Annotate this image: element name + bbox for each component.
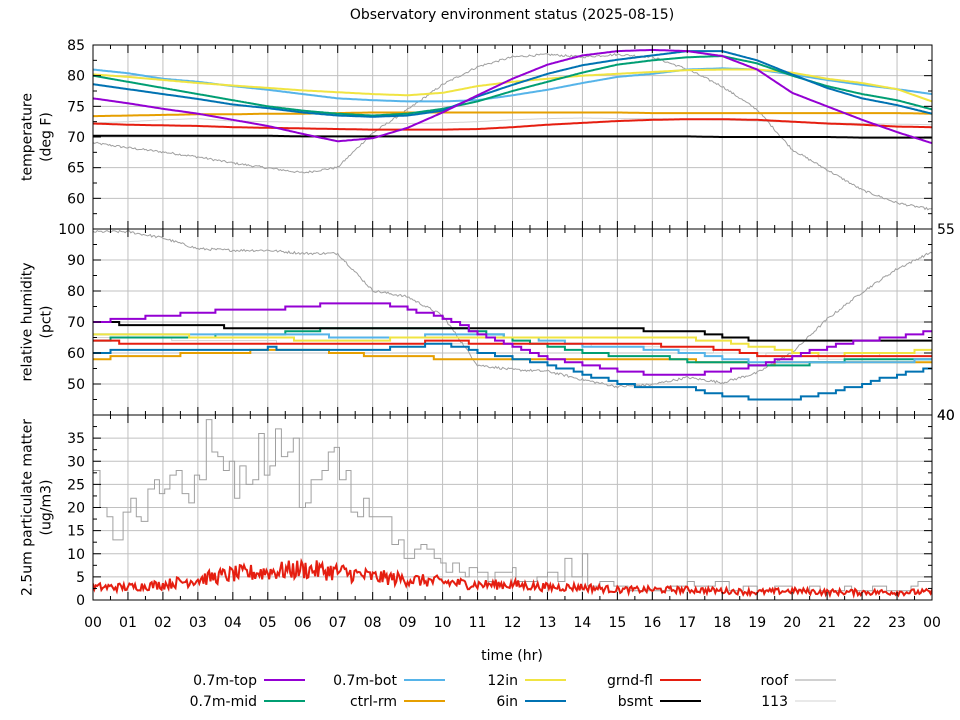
x-tick-label: 11 bbox=[469, 615, 487, 631]
x-tick-label: 21 bbox=[818, 615, 836, 631]
x-tick-label: 07 bbox=[329, 615, 347, 631]
series-line-roof bbox=[93, 419, 932, 592]
y-tick-label: 40 bbox=[937, 408, 955, 424]
legend-label: 0.7m-bot bbox=[333, 673, 397, 689]
series-line-6in bbox=[93, 50, 932, 118]
legend-label: ctrl-rm bbox=[350, 694, 397, 710]
x-tick-label: 18 bbox=[713, 615, 731, 631]
series-line-0.7m-top bbox=[93, 48, 932, 145]
series-line-6in bbox=[93, 342, 932, 401]
y-tick-label: 15 bbox=[67, 524, 85, 540]
y-tick-label: 80 bbox=[67, 284, 85, 300]
y-tick-label: 70 bbox=[67, 130, 85, 146]
x-tick-label: 05 bbox=[259, 615, 277, 631]
y-tick-label: 35 bbox=[67, 431, 85, 447]
legend-label: 0.7m-mid bbox=[190, 694, 257, 710]
series-line-0.7m-top bbox=[93, 302, 932, 376]
x-tick-label: 08 bbox=[364, 615, 382, 631]
x-tick-label: 13 bbox=[539, 615, 557, 631]
x-tick-label: 09 bbox=[399, 615, 417, 631]
x-tick-label: 00 bbox=[84, 615, 102, 631]
chart-title: Observatory environment status (2025-08-… bbox=[350, 7, 674, 23]
x-tick-label: 23 bbox=[888, 615, 906, 631]
y-tick-label: 25 bbox=[67, 477, 85, 493]
x-tick-label: 03 bbox=[189, 615, 207, 631]
x-tick-label: 14 bbox=[574, 615, 592, 631]
y-tick-label: 30 bbox=[67, 454, 85, 470]
legend-label: 12in bbox=[487, 673, 518, 689]
y-axis-label: (ug/m3) bbox=[39, 480, 55, 536]
y-tick-label: 40 bbox=[937, 408, 955, 424]
x-tick-label: 20 bbox=[783, 615, 801, 631]
series-line-ctrl-rm bbox=[93, 111, 932, 118]
x-tick-label: 00 bbox=[923, 615, 941, 631]
legend-label: grnd-fl bbox=[607, 673, 653, 689]
x-tick-label: 15 bbox=[608, 615, 626, 631]
y-axis-label: temperature bbox=[20, 93, 36, 181]
y-tick-label: 50 bbox=[67, 377, 85, 393]
y-tick-label: 5 bbox=[76, 570, 85, 586]
series-line-bsmt bbox=[93, 321, 932, 342]
x-tick-label: 17 bbox=[678, 615, 696, 631]
x-tick-label: 06 bbox=[294, 615, 312, 631]
y-axis-label: (pct) bbox=[39, 306, 55, 339]
y-axis-label: 2.5um particulate matter bbox=[20, 419, 36, 596]
y-tick-label: 60 bbox=[67, 191, 85, 207]
y-tick-label: 55 bbox=[937, 222, 955, 238]
y-tick-label: 10 bbox=[67, 547, 85, 563]
y-tick-label: 80 bbox=[67, 69, 85, 85]
x-tick-label: 22 bbox=[853, 615, 871, 631]
x-tick-label: 04 bbox=[224, 615, 242, 631]
x-tick-label: 16 bbox=[643, 615, 661, 631]
series-layer bbox=[93, 48, 932, 599]
series-line-grnd-fl bbox=[93, 339, 932, 358]
series-line-grnd-fl bbox=[93, 557, 932, 599]
legend-label: 6in bbox=[496, 694, 518, 710]
y-tick-label: 65 bbox=[67, 161, 85, 177]
series-line-grnd-fl bbox=[93, 118, 932, 131]
x-tick-label: 02 bbox=[154, 615, 172, 631]
y-tick-label: 20 bbox=[67, 501, 85, 517]
series-line-bsmt bbox=[93, 134, 932, 139]
series-line-roof bbox=[93, 53, 932, 211]
y-tick-label: 70 bbox=[67, 315, 85, 331]
x-tick-label: 19 bbox=[748, 615, 766, 631]
x-axis-label: time (hr) bbox=[481, 648, 543, 664]
legend-label: bsmt bbox=[618, 694, 654, 710]
legend-label: 0.7m-top bbox=[193, 673, 257, 689]
y-tick-label: 85 bbox=[67, 38, 85, 54]
y-tick-label: 0 bbox=[76, 593, 85, 609]
x-tick-label: 01 bbox=[119, 615, 137, 631]
x-tick-label: 12 bbox=[504, 615, 522, 631]
y-axis-label: relative humidity bbox=[20, 262, 36, 381]
legend-label: 113 bbox=[761, 694, 788, 710]
y-tick-label: 75 bbox=[67, 99, 85, 115]
y-tick-label: 90 bbox=[67, 253, 85, 269]
series-line-0.7m-mid bbox=[93, 54, 932, 117]
y-tick-label: 100 bbox=[58, 222, 85, 238]
legend-label: roof bbox=[760, 673, 789, 689]
y-axis-label: (deg F) bbox=[39, 112, 55, 162]
x-tick-label: 10 bbox=[434, 615, 452, 631]
series-line-12in bbox=[93, 68, 932, 103]
y-tick-label: 60 bbox=[67, 346, 85, 362]
legend: 0.7m-top 0.7m-mid 0.7m-bot ctrl-rm 12in 6in gr… bbox=[190, 673, 836, 710]
